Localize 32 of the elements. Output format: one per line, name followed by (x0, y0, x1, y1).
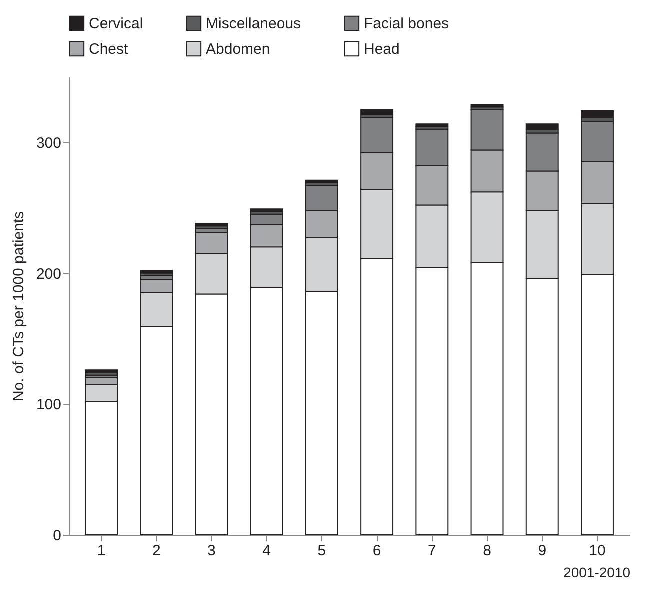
y-tick-label: 100 (36, 396, 62, 414)
x-tick-label: 9 (538, 542, 547, 560)
x-tick-label: 10 (589, 542, 606, 560)
x-axis-title: 2001-2010 (564, 564, 631, 580)
legend-label: Facial bones (364, 15, 450, 32)
legend-label: Miscellaneous (206, 15, 302, 32)
bar (526, 124, 559, 130)
bar (470, 104, 504, 108)
y-tick-label: 0 (53, 528, 62, 544)
x-tick-label: 8 (483, 542, 492, 560)
y-tick-label: 200 (36, 266, 62, 283)
x-tick-label: 3 (208, 542, 216, 560)
bar (195, 223, 228, 227)
bar (250, 208, 284, 212)
legend-label: Chest (89, 41, 130, 58)
x-tick-label: 2 (152, 542, 161, 560)
legend-label: Abdomen (206, 41, 270, 58)
x-tick-label: 5 (318, 542, 326, 560)
x-tick-label: 4 (262, 542, 272, 560)
y-axis-title: No. of CTs per 1000 patients (10, 211, 28, 402)
bar (360, 109, 394, 116)
bar (416, 124, 449, 128)
legend-label: Cervical (89, 15, 144, 32)
bar (305, 180, 338, 184)
x-tick-label: 1 (97, 542, 106, 560)
bar (85, 370, 118, 374)
bar (581, 110, 614, 118)
x-tick-label: 7 (428, 542, 436, 560)
legend-label: Head (364, 41, 400, 58)
bar (140, 270, 174, 274)
x-tick-label: 6 (372, 542, 382, 560)
y-tick-label: 300 (36, 134, 62, 152)
